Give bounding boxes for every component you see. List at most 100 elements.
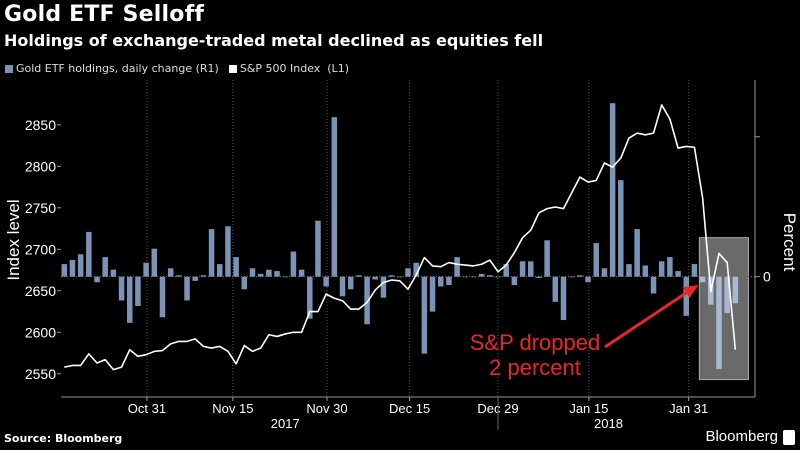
bar-gold-etf [102, 257, 108, 277]
bar-gold-etf [511, 276, 518, 286]
bar-gold-etf [691, 264, 698, 277]
legend-label: S&P 500 Index (L1) [239, 62, 349, 75]
legend-item-gold-etf: Gold ETF holdings, daily change (R1) [5, 62, 219, 75]
y-tick-label-left: 2650 [25, 283, 56, 299]
bar-gold-etf [307, 276, 313, 319]
bar-gold-etf [233, 257, 239, 277]
bar-gold-etf [388, 275, 395, 277]
bar-gold-etf [577, 275, 583, 277]
bar-gold-etf [470, 276, 477, 278]
bar-gold-etf [454, 257, 460, 277]
bar-gold-etf [356, 275, 362, 277]
bar-gold-etf [176, 275, 182, 277]
bar-gold-etf [266, 269, 272, 277]
bar-gold-etf [675, 271, 681, 277]
bar-gold-etf [184, 276, 190, 301]
bar-gold-etf [274, 271, 280, 277]
bar-gold-etf [290, 251, 297, 277]
bar-gold-etf [347, 276, 354, 290]
bar-gold-etf [585, 276, 591, 283]
bar-gold-etf [405, 268, 411, 277]
bar-gold-etf [364, 276, 370, 325]
bar-gold-etf [560, 276, 567, 321]
y-tick-label-left: 2750 [25, 200, 56, 216]
legend-swatch-line [228, 64, 237, 73]
bar-gold-etf [372, 276, 379, 280]
bar-gold-etf [478, 273, 485, 277]
bar-gold-etf [323, 276, 329, 287]
bar-gold-etf [94, 276, 100, 283]
bar-gold-etf [159, 276, 166, 318]
bar-gold-etf [200, 275, 207, 277]
bar-gold-etf [618, 180, 624, 277]
bar-gold-etf [536, 276, 542, 279]
bar-gold-etf [61, 264, 68, 277]
x-tick-label: Nov 15 [212, 401, 253, 416]
bar-gold-etf [249, 268, 256, 277]
bar-gold-etf [118, 276, 125, 301]
x-tick-label: Dec 15 [389, 401, 430, 416]
bar-gold-etf [568, 276, 575, 278]
bar-gold-etf [667, 257, 673, 277]
bar-gold-etf [552, 276, 559, 302]
bloomberg-terminal-icon [783, 430, 795, 445]
y-tick-label-left: 2700 [25, 241, 56, 257]
legend-swatch-bar [5, 64, 13, 73]
bar-gold-etf [86, 231, 92, 277]
y-tick-label-right: 0 [763, 269, 771, 285]
bar-gold-etf [339, 276, 346, 297]
y-axis-title-right: Percent [780, 213, 799, 272]
bar-gold-etf [331, 117, 338, 277]
bar-gold-etf [110, 269, 117, 277]
x-tick-label: Jan 15 [569, 401, 608, 416]
bar-gold-etf [642, 265, 649, 277]
bar-gold-etf [495, 276, 501, 278]
bar-gold-etf [126, 276, 133, 323]
bar-gold-etf [699, 276, 706, 283]
brand-logo: Bloomberg [705, 428, 778, 445]
y-tick-label-left: 2550 [25, 366, 56, 382]
bar-gold-etf [208, 229, 215, 277]
x-tick-label: Jan 31 [669, 401, 708, 416]
bar-gold-etf [634, 229, 640, 277]
bar-gold-etf [658, 261, 665, 277]
bar-gold-etf [724, 276, 730, 314]
bar-gold-etf [683, 276, 690, 316]
bar-gold-etf [429, 276, 436, 312]
bar-gold-etf [298, 269, 305, 277]
bar-gold-etf [593, 243, 599, 277]
bar-gold-etf [217, 264, 223, 277]
bar-gold-etf [413, 262, 419, 277]
y-tick-label-left: 2800 [25, 158, 56, 174]
arrowhead-icon [682, 284, 699, 298]
y-axis-title-left: Index level [4, 199, 23, 280]
bar-gold-etf [257, 273, 264, 277]
x-year-label: 2018 [594, 416, 623, 431]
bar-gold-etf [315, 220, 321, 277]
y-tick-label-left: 2600 [25, 324, 56, 340]
legend: Gold ETF holdings, daily change (R1) S&P… [5, 62, 349, 75]
legend-item-sp500: S&P 500 Index (L1) [228, 62, 349, 75]
y-tick-label-left: 2850 [25, 117, 56, 133]
x-tick-label: Nov 30 [306, 401, 347, 416]
bar-gold-etf [421, 276, 428, 354]
line-sp500 [64, 104, 737, 371]
bar-gold-etf [167, 268, 174, 277]
bar-gold-etf [437, 276, 444, 287]
bar-gold-etf [528, 261, 534, 277]
bar-gold-etf [192, 276, 198, 281]
annotation-line-1: S&P dropped [470, 330, 600, 355]
bar-gold-etf [626, 264, 632, 277]
bar-gold-etf [143, 262, 149, 277]
x-year-label: 2017 [271, 416, 300, 431]
bar-gold-etf [732, 276, 739, 304]
bar-gold-etf [397, 276, 403, 278]
bar-gold-etf [462, 276, 469, 278]
bar-gold-etf [716, 276, 722, 370]
legend-label: Gold ETF holdings, daily change (R1) [16, 62, 219, 75]
chart-title: Gold ETF Selloff [4, 2, 205, 27]
bar-gold-etf [225, 226, 231, 277]
bar-gold-etf [282, 276, 288, 278]
bar-gold-etf [151, 248, 158, 277]
